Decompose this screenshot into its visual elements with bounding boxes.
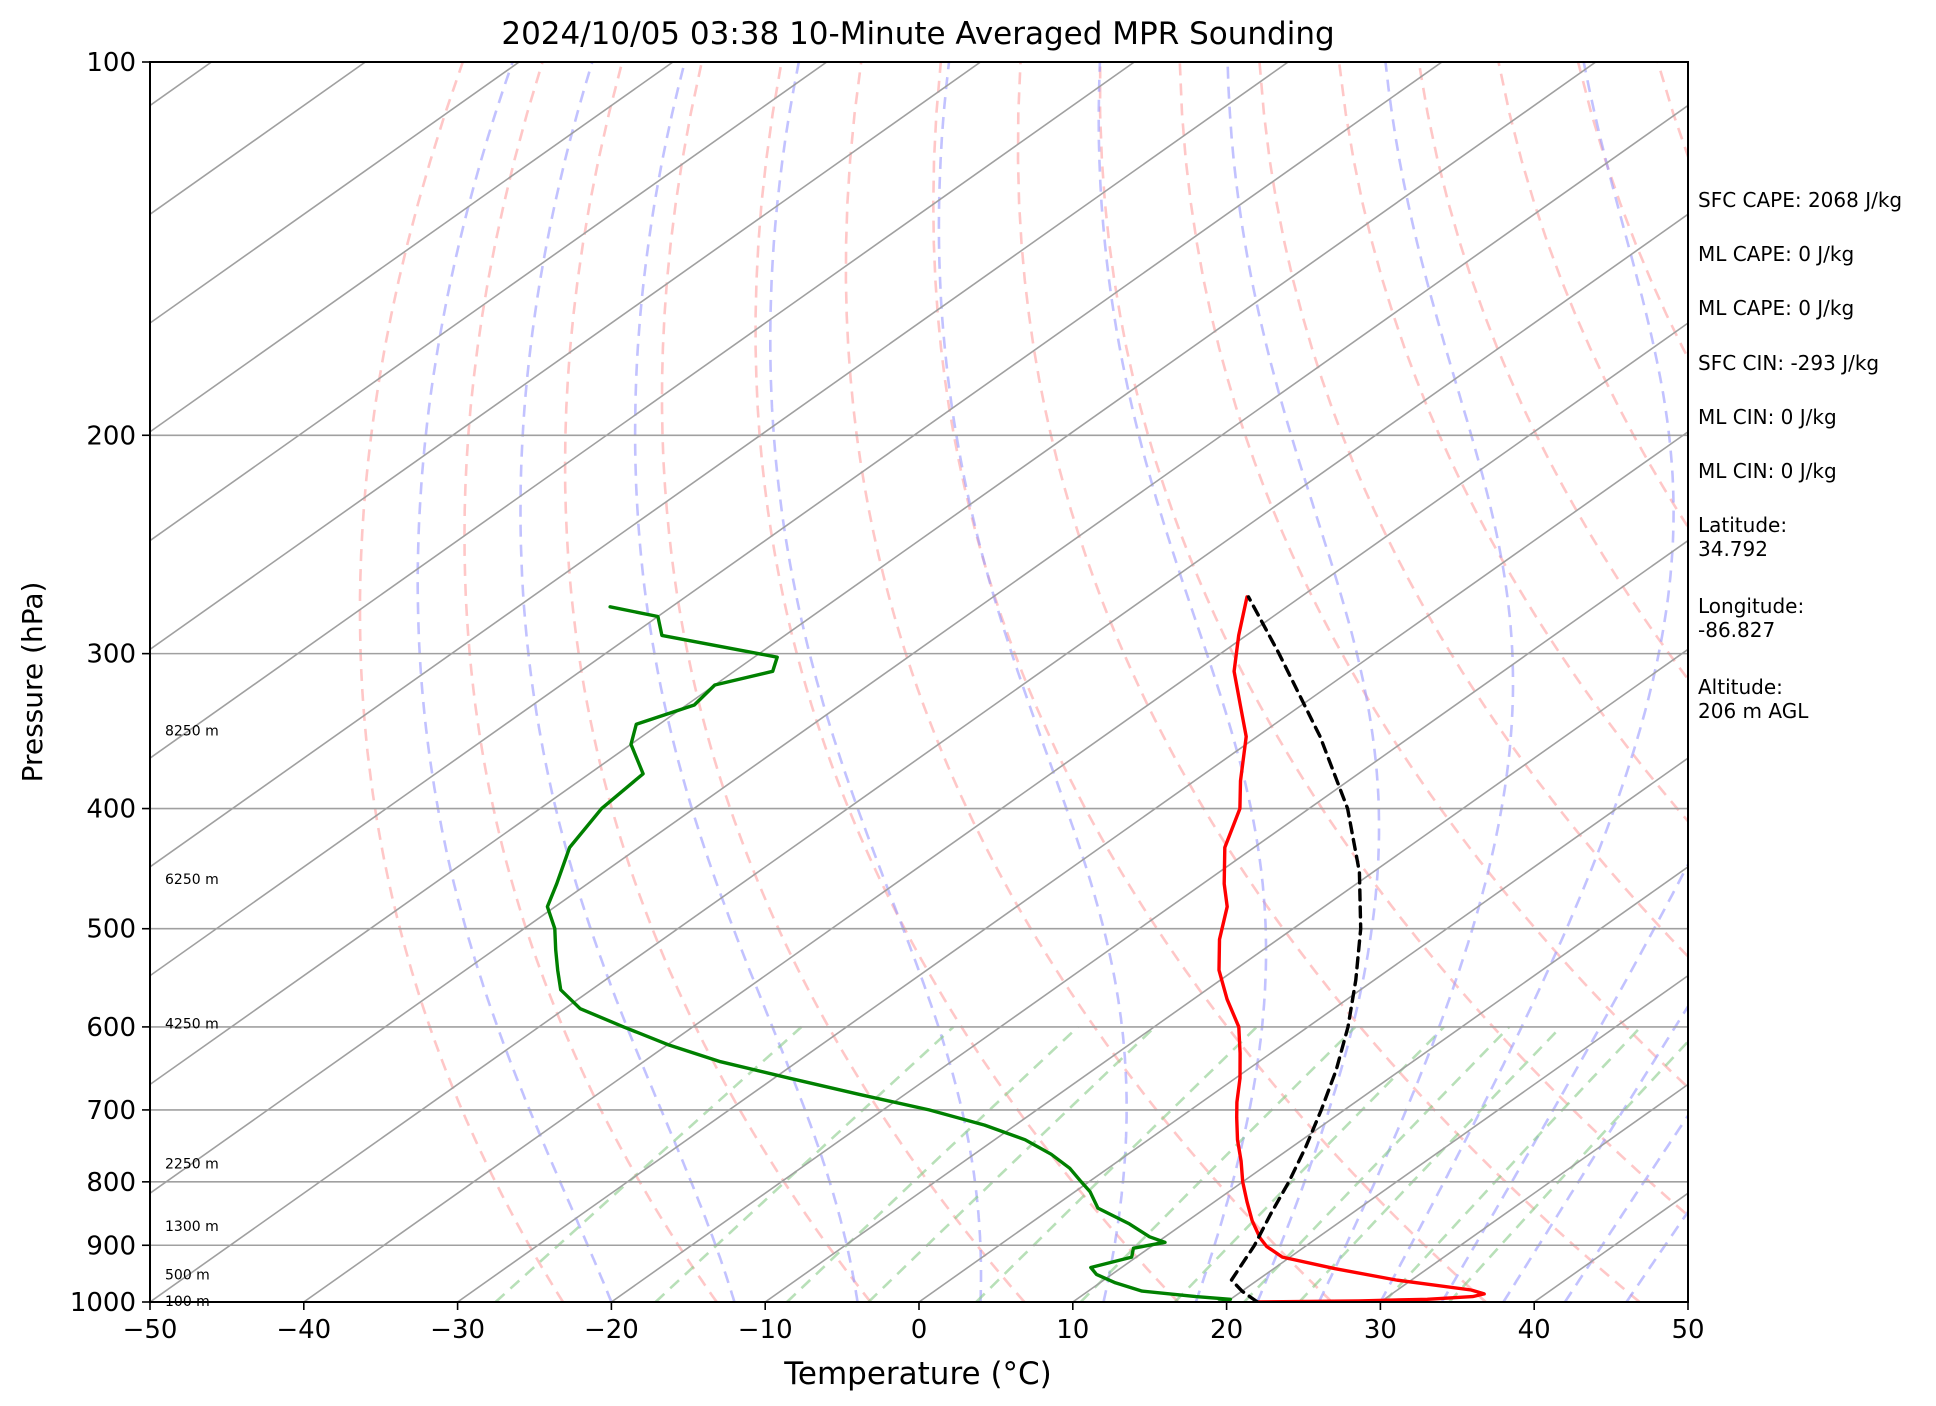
y-tick-label: 1000 <box>70 1288 136 1318</box>
moist-adiabat-line <box>416 62 613 1302</box>
isotherm-line <box>764 648 1688 1302</box>
dry-adiabat-line <box>754 62 1180 1302</box>
isotherm-line <box>150 62 1597 1086</box>
x-axis-ticks: −50 −40 −30 −20 −10 0 10 20 30 40 50 <box>123 1302 1705 1345</box>
moist-adiabat-line <box>1317 62 1515 1302</box>
sfc-cin-label: SFC CIN: -293 J/kg <box>1698 351 1880 375</box>
height-label: 8250 m <box>165 723 219 739</box>
isotherm-line <box>150 62 1135 760</box>
isotherm-line <box>150 62 1289 868</box>
isotherm-line <box>303 322 1688 1302</box>
dry-adiabat-line <box>1417 62 1688 682</box>
dry-adiabat-line <box>563 62 872 1302</box>
isotherm-line <box>150 62 1443 977</box>
x-tick-label: 0 <box>911 1315 928 1345</box>
moist-adiabat-line <box>1563 1113 1688 1302</box>
isotherm-line <box>150 62 674 433</box>
y-tick-label: 900 <box>86 1231 136 1261</box>
isotherm-line <box>1226 974 1688 1302</box>
moist-adiabat-line <box>937 62 1128 1302</box>
ml-cin-label: ML CIN: 0 J/kg <box>1698 405 1837 429</box>
altitude-label: Altitude: 206 m AGL <box>1698 675 1809 723</box>
mixing-ratio-line <box>654 1025 955 1302</box>
x-axis-label: Temperature (°C) <box>783 1356 1052 1392</box>
isotherm-line <box>150 62 828 542</box>
isotherm-line <box>150 62 520 325</box>
y-tick-label: 700 <box>86 1096 136 1126</box>
dry-adiabat-line <box>1897 62 1936 1302</box>
ml-cape-label-2: ML CAPE: 0 J/kg <box>1698 296 1855 320</box>
plot-frame <box>149 61 1689 1303</box>
isotherm-line <box>610 539 1688 1302</box>
y-tick-label: 400 <box>86 795 136 825</box>
x-tick-label: −40 <box>276 1315 331 1345</box>
ml-cape-label: ML CAPE: 0 J/kg <box>1698 242 1855 266</box>
height-label: 4250 m <box>165 1016 219 1032</box>
dry-adiabat-line <box>463 62 718 1302</box>
isotherm-line <box>1379 1083 1688 1302</box>
x-tick-label: 50 <box>1671 1315 1704 1345</box>
x-tick-label: 10 <box>1056 1315 1089 1345</box>
isotherm-line <box>457 430 1688 1302</box>
isotherm-line <box>150 62 366 216</box>
dry-adiabat-line <box>1016 62 1641 1302</box>
y-tick-label: 200 <box>86 421 136 451</box>
moist-adiabat-line <box>519 62 736 1302</box>
chart-title: 2024/10/05 03:38 10-Minute Averaged MPR … <box>501 16 1334 52</box>
ml-cin-label-2: ML CIN: 0 J/kg <box>1698 459 1837 483</box>
dewpoint-line <box>545 605 1233 1302</box>
latitude-label: Latitude: 34.792 <box>1698 513 1788 561</box>
y-tick-label: 300 <box>86 640 136 670</box>
moist-adiabat-line <box>769 62 983 1302</box>
y-axis-label: Pressure (hPa) <box>16 582 49 783</box>
moist-adiabat-line <box>1379 62 1675 1302</box>
dry-adiabat-line <box>931 62 1487 1302</box>
y-tick-label: 100 <box>86 48 136 78</box>
y-axis-ticks: 100 200 300 400 500 600 700 800 900 1000 <box>70 48 150 1318</box>
dry-adiabat-line <box>1178 62 1688 1090</box>
moist-adiabat-line <box>1226 62 1381 1302</box>
isotherm-line <box>150 62 981 651</box>
temperature-line <box>1217 595 1486 1302</box>
x-tick-label: −50 <box>123 1315 178 1345</box>
longitude-label: Longitude: -86.827 <box>1698 594 1805 642</box>
x-tick-label: 40 <box>1518 1315 1551 1345</box>
sfc-cape-label: SFC CAPE: 2068 J/kg <box>1698 188 1903 212</box>
height-label: 1300 m <box>165 1219 219 1235</box>
moist-adiabat-line <box>1625 1209 1688 1302</box>
x-tick-label: −10 <box>738 1315 793 1345</box>
moist-adiabat-line <box>1502 1003 1688 1302</box>
y-tick-label: 800 <box>86 1168 136 1198</box>
dry-adiabat-line <box>844 62 1333 1302</box>
isotherm-line <box>1072 865 1688 1302</box>
mixing-ratio-line <box>494 1025 803 1302</box>
isotherm-line <box>150 104 1688 1195</box>
background-lines <box>150 62 1936 1302</box>
isotherm-line <box>1842 62 1936 1302</box>
dry-adiabat-line <box>660 62 1026 1302</box>
moist-adiabat-line <box>633 62 859 1302</box>
dry-adiabat-line <box>358 62 565 1302</box>
isotherm-line <box>150 213 1688 1302</box>
sounding-series <box>545 595 1486 1302</box>
moist-adiabat-line <box>1097 62 1268 1302</box>
isotherm-line <box>918 757 1688 1302</box>
y-tick-label: 500 <box>86 915 136 945</box>
mixing-ratio-line <box>786 1025 1079 1302</box>
dry-adiabat-line <box>1098 62 1688 1218</box>
height-label: 6250 m <box>165 872 219 888</box>
x-tick-label: 30 <box>1364 1315 1397 1345</box>
pressure-grid <box>150 61 1688 1303</box>
x-tick-label: 20 <box>1210 1315 1243 1345</box>
parcel-line <box>1229 595 1363 1302</box>
moist-adiabat-line <box>1440 861 1688 1302</box>
mixing-ratio-line <box>1383 1026 1642 1302</box>
x-tick-label: −20 <box>584 1315 639 1345</box>
height-label: 500 m <box>165 1267 210 1283</box>
x-tick-label: −30 <box>430 1315 485 1345</box>
y-tick-label: 600 <box>86 1013 136 1043</box>
height-label: 2250 m <box>165 1156 219 1172</box>
